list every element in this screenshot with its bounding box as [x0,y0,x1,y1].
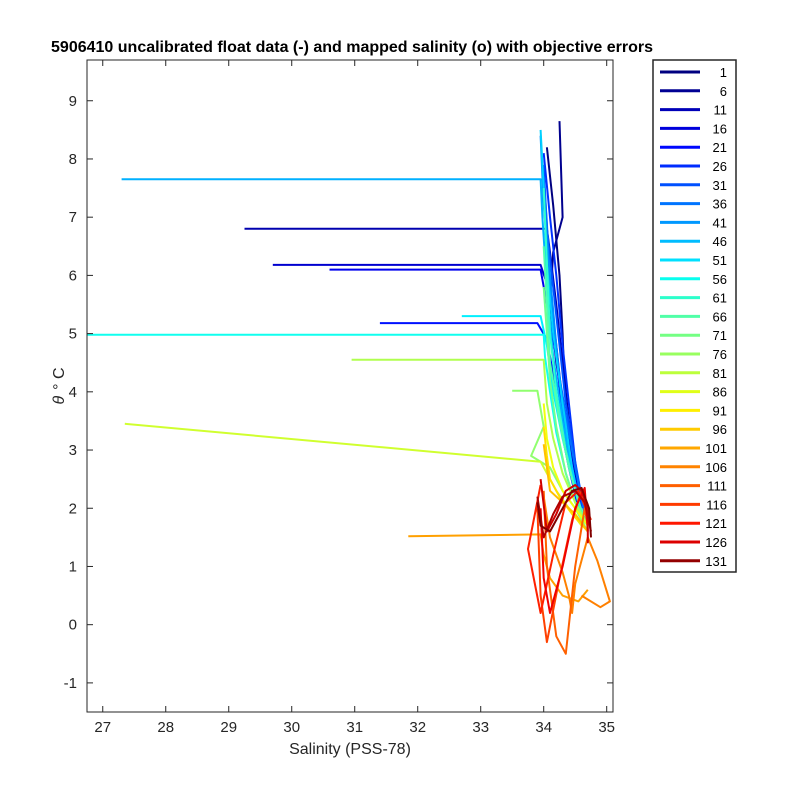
y-tick-label: 8 [69,151,77,168]
x-tick-label: 31 [346,719,363,736]
legend-label: 36 [713,197,727,212]
plot-frame [86,59,614,713]
legend-label: 21 [713,140,727,155]
legend: 1611162126313641465156616671768186919610… [652,59,737,573]
y-axis-label: θ ° C [51,367,68,404]
y-tick-label: 7 [69,209,77,226]
series-layer [87,121,611,655]
legend-label: 126 [705,535,727,550]
series-line-24 [542,496,611,614]
x-tick-label: 35 [598,719,615,736]
series-line-22 [542,444,589,533]
legend-label: 131 [705,554,727,569]
legend-label: 16 [713,121,727,136]
legend-label: 116 [706,497,727,512]
y-tick-label: 3 [69,442,77,459]
x-tick-label: 28 [157,719,174,736]
legend-label: 101 [705,441,727,456]
y-tick-label: 5 [69,326,77,343]
y-tick-label: 6 [69,267,77,284]
series-line-18 [351,358,589,527]
y-axis-ticks: -1 0 1 2 3 4 5 6 7 8 9 [64,93,613,692]
legend-label: 6 [720,84,727,99]
legend-label: 106 [705,460,727,475]
y-tick-label: -1 [64,675,77,692]
plot-background [87,60,613,712]
series-line-29 [539,478,589,544]
svg-text:θ° C: θ ° C [51,367,68,404]
x-tick-label: 34 [535,719,552,736]
series-line-23 [408,533,589,603]
legend-label: 51 [713,253,727,268]
legend-label: 26 [713,159,727,174]
y-tick-label: 4 [69,384,77,401]
legend-label: 111 [707,479,727,494]
legend-label: 76 [713,347,727,362]
x-axis-label: Salinity (PSS-78) [289,741,411,758]
series-line-25 [542,490,589,655]
legend-label: 86 [713,385,727,400]
series-line-20 [542,403,589,527]
legend-label: 41 [713,215,727,230]
series-line-28 [539,486,589,614]
legend-label: 11 [714,103,728,118]
series-line-30 [536,489,592,539]
legend-label: 31 [713,178,727,193]
y-tick-label: 9 [69,93,77,110]
legend-label: 56 [713,272,727,287]
y-axis-label-unit: ° C [51,367,68,389]
series-line-27 [527,484,592,614]
legend-label: 91 [713,403,727,418]
legend-label: 71 [713,328,727,343]
legend-items: 1611162126313641465156616671768186919610… [660,65,727,569]
legend-label: 81 [713,366,727,381]
x-tick-label: 32 [409,719,426,736]
legend-label: 121 [705,516,727,531]
y-tick-label: 2 [69,500,77,517]
x-tick-label: 30 [283,719,300,736]
x-tick-label: 29 [220,719,237,736]
legend-label: 46 [713,234,727,249]
legend-label: 96 [713,422,727,437]
legend-label: 61 [713,291,727,306]
chart-title: 5906410 uncalibrated float data (-) and … [51,39,653,56]
legend-label: 1 [720,65,727,80]
series-line-31 [536,486,592,538]
y-tick-label: 0 [69,617,77,634]
y-tick-label: 1 [69,558,77,575]
x-tick-label: 33 [472,719,489,736]
x-tick-label: 27 [94,719,111,736]
x-axis-ticks: 27 28 29 30 31 32 33 34 35 [94,60,615,736]
y-axis-label-symbol: θ [51,396,68,405]
legend-label: 66 [713,309,727,324]
series-line-21 [542,426,589,533]
